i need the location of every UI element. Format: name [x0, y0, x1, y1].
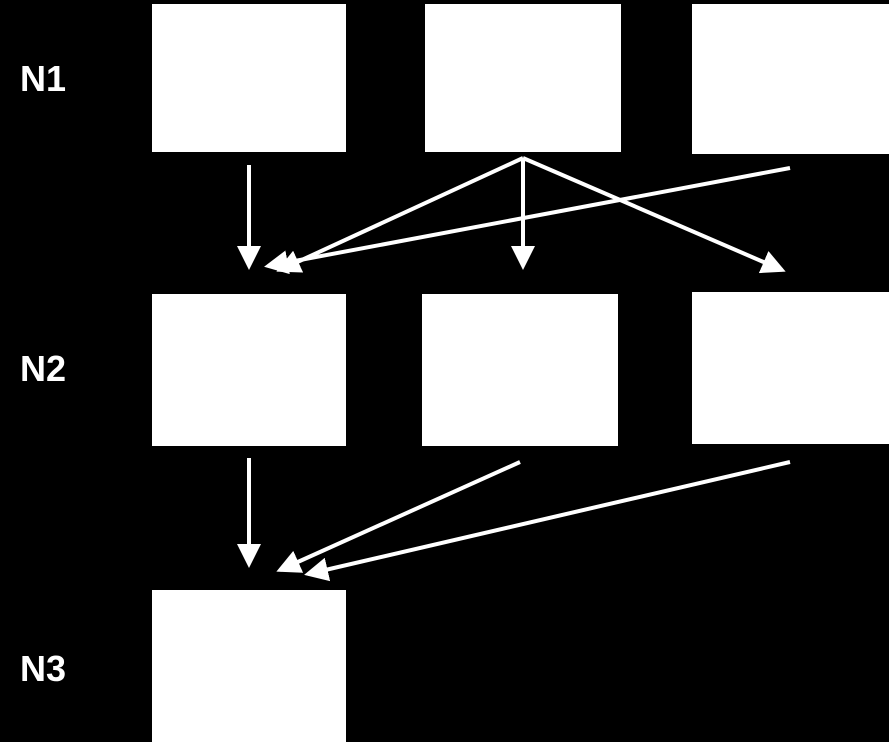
edge-n1c-n2a — [268, 168, 790, 266]
edge-n2b-n3a — [280, 462, 520, 570]
node-n2b — [422, 294, 618, 446]
node-n1c — [692, 4, 889, 154]
node-n2a — [152, 294, 346, 446]
node-n2c — [692, 292, 889, 444]
edge-n1b-n2a — [280, 158, 523, 270]
node-n1b — [425, 4, 621, 152]
node-n1a — [152, 4, 346, 152]
row-label-n3: N3 — [20, 648, 66, 690]
row-label-n2: N2 — [20, 348, 66, 390]
node-n3a — [152, 590, 346, 742]
row-label-n1: N1 — [20, 58, 66, 100]
edge-n2c-n3a — [308, 462, 790, 574]
edge-n1b-n2c — [523, 158, 782, 270]
